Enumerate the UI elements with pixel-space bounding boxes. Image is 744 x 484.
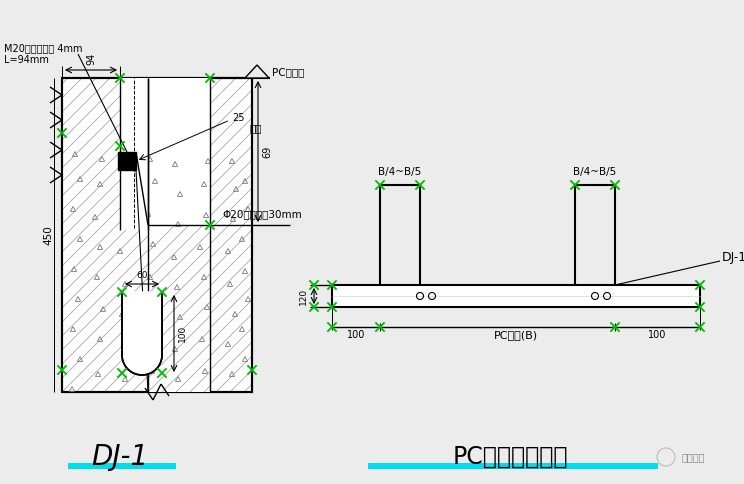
Text: DJ-1: DJ-1	[722, 252, 744, 264]
Text: 100: 100	[178, 325, 187, 342]
Text: 60: 60	[136, 271, 148, 280]
Text: B/4~B/5: B/4~B/5	[574, 167, 617, 177]
Text: 450: 450	[43, 225, 53, 245]
Bar	[62, 78, 252, 392]
Text: 点焊: 点焊	[250, 123, 263, 133]
Text: M20丝管，壁厚 4mm: M20丝管，壁厚 4mm	[4, 43, 83, 53]
Bar	[62, 78, 252, 392]
Text: 120: 120	[299, 287, 308, 304]
Text: L=94mm: L=94mm	[4, 55, 49, 65]
Polygon shape	[245, 65, 269, 78]
Text: 25: 25	[232, 113, 245, 123]
Bar	[368, 463, 658, 469]
Text: B/4~B/5: B/4~B/5	[379, 167, 422, 177]
Bar	[332, 285, 700, 307]
Text: 100: 100	[347, 330, 365, 340]
Text: PC板吊件顶视图: PC板吊件顶视图	[452, 445, 568, 469]
Bar	[148, 78, 210, 392]
Polygon shape	[122, 292, 162, 375]
Text: 94: 94	[86, 53, 96, 65]
Text: DJ-1: DJ-1	[92, 443, 149, 471]
Text: 100: 100	[648, 330, 667, 340]
Bar	[68, 463, 176, 469]
Bar	[120, 78, 148, 230]
Text: Φ20端部套丝30mm: Φ20端部套丝30mm	[222, 209, 302, 219]
Text: PC板顶面: PC板顶面	[272, 67, 304, 77]
Text: PC板宽(B): PC板宽(B)	[494, 330, 538, 340]
Text: 豆丁施工: 豆丁施工	[682, 452, 705, 462]
Text: 69: 69	[262, 145, 272, 158]
Bar	[118, 152, 136, 170]
